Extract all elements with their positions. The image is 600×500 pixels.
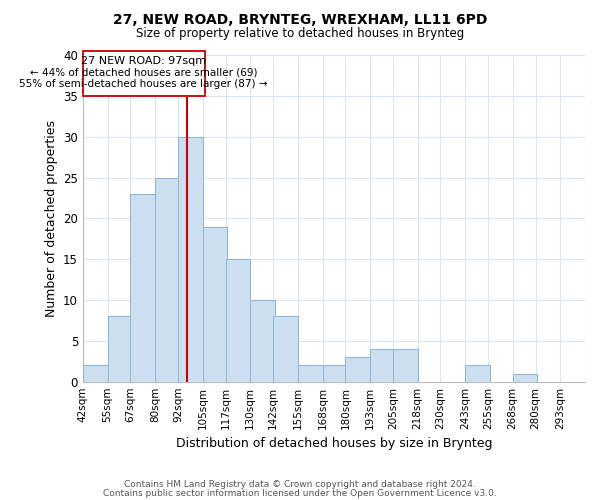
Bar bbox=[250, 300, 275, 382]
X-axis label: Distribution of detached houses by size in Brynteg: Distribution of detached houses by size … bbox=[176, 437, 492, 450]
Bar bbox=[83, 366, 107, 382]
Bar bbox=[273, 316, 298, 382]
Bar bbox=[513, 374, 538, 382]
Bar bbox=[346, 357, 370, 382]
Text: ← 44% of detached houses are smaller (69): ← 44% of detached houses are smaller (69… bbox=[30, 68, 257, 78]
Bar bbox=[393, 349, 418, 382]
Bar bbox=[465, 366, 490, 382]
Bar bbox=[155, 178, 180, 382]
Bar bbox=[130, 194, 155, 382]
Text: Size of property relative to detached houses in Brynteg: Size of property relative to detached ho… bbox=[136, 28, 464, 40]
FancyBboxPatch shape bbox=[83, 51, 205, 96]
Bar bbox=[298, 366, 323, 382]
Bar bbox=[178, 136, 203, 382]
Text: Contains HM Land Registry data © Crown copyright and database right 2024.: Contains HM Land Registry data © Crown c… bbox=[124, 480, 476, 489]
Text: 27, NEW ROAD, BRYNTEG, WREXHAM, LL11 6PD: 27, NEW ROAD, BRYNTEG, WREXHAM, LL11 6PD bbox=[113, 12, 487, 26]
Bar bbox=[323, 366, 347, 382]
Text: 55% of semi-detached houses are larger (87) →: 55% of semi-detached houses are larger (… bbox=[19, 78, 268, 88]
Bar bbox=[370, 349, 395, 382]
Text: Contains public sector information licensed under the Open Government Licence v3: Contains public sector information licen… bbox=[103, 489, 497, 498]
Bar bbox=[226, 259, 250, 382]
Bar bbox=[203, 226, 227, 382]
Bar bbox=[107, 316, 133, 382]
Text: 27 NEW ROAD: 97sqm: 27 NEW ROAD: 97sqm bbox=[81, 56, 206, 66]
Y-axis label: Number of detached properties: Number of detached properties bbox=[44, 120, 58, 317]
